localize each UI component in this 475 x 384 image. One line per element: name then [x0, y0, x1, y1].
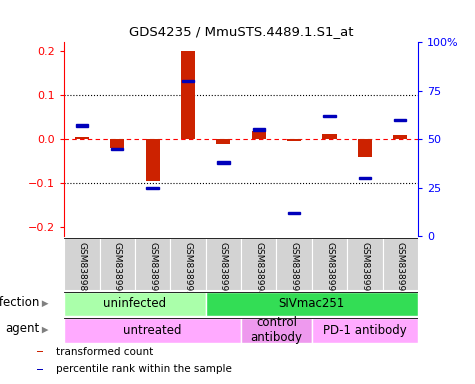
Text: agent: agent: [6, 322, 40, 335]
Bar: [252, 131, 266, 139]
Bar: [170, 238, 206, 290]
Text: GSM838996: GSM838996: [325, 242, 334, 297]
Bar: [206, 238, 241, 290]
Bar: [64, 238, 100, 290]
Bar: [37, 351, 43, 352]
Bar: [182, 80, 194, 82]
Text: GSM838997: GSM838997: [361, 242, 370, 297]
Text: SIVmac251: SIVmac251: [279, 297, 345, 310]
Bar: [99, 238, 135, 290]
Bar: [206, 292, 418, 316]
Bar: [312, 318, 418, 343]
Bar: [64, 292, 206, 316]
Text: GSM838989: GSM838989: [77, 242, 86, 297]
Bar: [383, 238, 418, 290]
Bar: [347, 238, 383, 290]
Text: GSM838998: GSM838998: [396, 242, 405, 297]
Text: GSM838993: GSM838993: [219, 242, 228, 297]
Bar: [181, 51, 195, 139]
Bar: [216, 139, 230, 144]
Bar: [241, 318, 312, 343]
Bar: [76, 124, 88, 127]
Bar: [288, 212, 300, 214]
Bar: [217, 161, 229, 164]
Text: transformed count: transformed count: [56, 347, 153, 357]
Bar: [37, 369, 43, 370]
Bar: [323, 134, 337, 139]
Bar: [312, 238, 347, 290]
Bar: [323, 115, 336, 117]
Bar: [64, 318, 241, 343]
Text: GSM838995: GSM838995: [290, 242, 299, 297]
Text: control
antibody: control antibody: [250, 316, 303, 344]
Text: untreated: untreated: [124, 324, 182, 336]
Bar: [110, 139, 124, 148]
Bar: [394, 119, 407, 121]
Bar: [393, 135, 408, 139]
Text: uninfected: uninfected: [104, 297, 166, 310]
Text: GSM838991: GSM838991: [148, 242, 157, 297]
Bar: [146, 187, 159, 189]
Bar: [145, 139, 160, 181]
Text: GSM838994: GSM838994: [254, 242, 263, 297]
Text: PD-1 antibody: PD-1 antibody: [323, 324, 407, 336]
Bar: [75, 137, 89, 139]
Bar: [111, 148, 124, 150]
Text: GSM838992: GSM838992: [183, 242, 192, 297]
Text: GSM838990: GSM838990: [113, 242, 122, 297]
Bar: [253, 128, 265, 131]
Text: percentile rank within the sample: percentile rank within the sample: [56, 364, 232, 374]
Title: GDS4235 / MmuSTS.4489.1.S1_at: GDS4235 / MmuSTS.4489.1.S1_at: [129, 25, 353, 38]
Bar: [287, 139, 301, 141]
Bar: [135, 238, 171, 290]
Text: infection: infection: [0, 296, 40, 309]
Bar: [241, 238, 276, 290]
Bar: [276, 238, 312, 290]
Bar: [359, 177, 371, 179]
Bar: [358, 139, 372, 157]
